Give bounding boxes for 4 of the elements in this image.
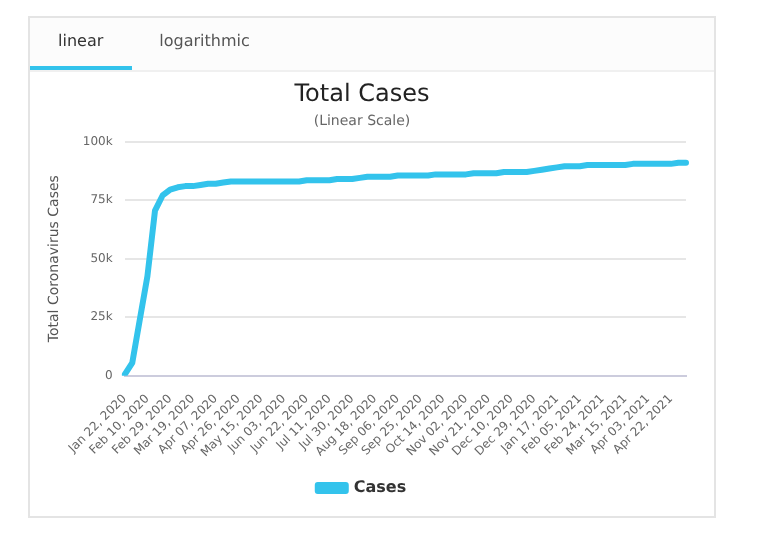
text: logarithmic <box>157 30 252 54</box>
text: linear <box>30 18 132 70</box>
chart-title: Total Cases <box>292 78 430 107</box>
legend-label: Cases <box>353 478 407 497</box>
